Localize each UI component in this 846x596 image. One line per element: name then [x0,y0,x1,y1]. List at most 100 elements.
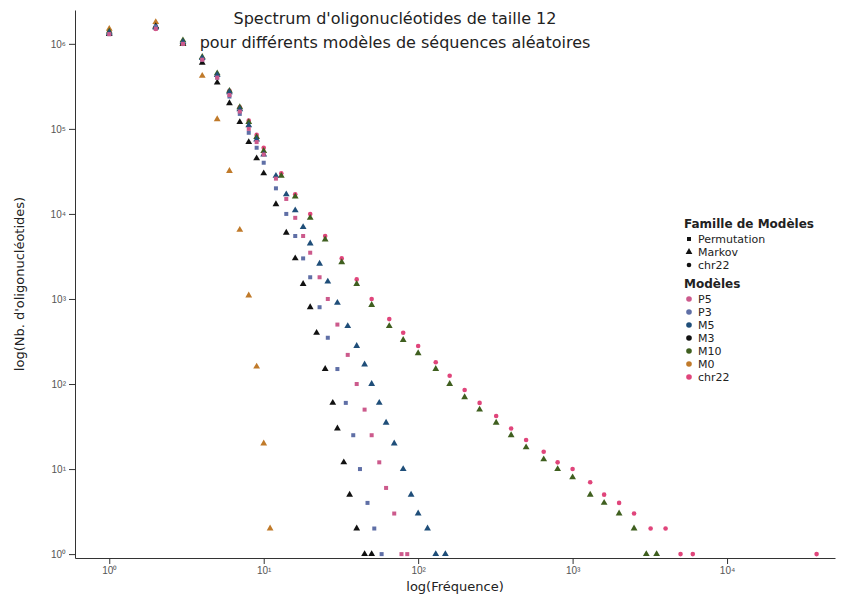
point [461,393,468,399]
axis-line [76,558,836,559]
point [432,365,439,371]
point [307,214,314,220]
tick: 10³ [566,558,581,576]
point [200,58,204,62]
point [384,486,388,490]
point [370,433,374,437]
plot-area [106,18,819,556]
point [387,317,392,322]
legend-label: P5 [698,293,712,306]
tick-mark [69,129,75,130]
point [493,419,500,425]
x-axis-title: log(Fréquence) [406,579,503,594]
legend-label: chr22 [698,259,730,272]
point [477,401,482,406]
point [181,42,185,46]
legend-title: Famille de Modèles [684,217,814,231]
point [368,380,375,386]
legend-label: M5 [698,319,715,332]
series [107,27,819,557]
point [293,234,297,238]
point [274,186,278,190]
point [338,258,345,264]
point [255,140,259,144]
point [344,401,348,405]
tick-mark [264,558,265,564]
legend-marker [686,374,692,380]
point [400,336,407,342]
point [107,32,111,36]
point [215,76,219,80]
point [653,550,660,556]
tick: 10⁰ [102,558,117,576]
legend-marker [686,335,692,341]
point [570,467,575,472]
point [324,278,331,284]
point [335,367,339,371]
legend-marker [686,296,692,302]
point [361,360,368,366]
point [238,110,242,114]
point [408,491,415,497]
point [200,57,205,62]
point [318,305,322,309]
point [236,118,243,124]
legend-label: P3 [698,306,712,319]
point [648,526,653,531]
tick: 10⁰ [51,549,75,560]
point [476,406,483,412]
legend-marker [687,263,692,268]
point [293,216,297,220]
point [247,131,251,135]
point [227,93,231,97]
point [363,408,367,412]
point [368,301,375,307]
tick-label: 10⁶ [51,39,66,50]
point [260,169,267,175]
tick-label: 10¹ [52,464,67,475]
series [106,18,274,530]
tick: 10⁴ [720,558,735,576]
tick-label: 10³ [52,294,67,305]
tick-label: 10² [52,379,67,390]
point [554,465,561,471]
point [372,527,376,531]
point [260,151,267,157]
legend-label: M0 [698,358,715,371]
legend-marker [686,348,692,354]
tick: 10² [411,558,426,576]
legend-title: Modèles [684,277,740,291]
point [587,491,594,497]
point [308,251,312,255]
point [462,388,467,393]
point [361,550,368,556]
point [369,297,374,302]
point [399,552,403,556]
point [307,239,314,245]
point [401,331,406,336]
point [555,460,560,465]
point [245,138,252,144]
chart: 10⁰10¹10²10³10⁴10⁰10¹10²10³10⁴10⁵10⁶Spec… [0,0,846,596]
legend-label: M10 [698,345,722,358]
point [405,552,409,556]
point [415,510,422,516]
point [262,152,266,156]
point [181,42,186,47]
legend-marker [686,248,693,254]
point [617,501,622,506]
legend-marker [686,309,692,315]
tick: 10¹ [52,464,75,475]
point [383,419,390,425]
point [446,380,453,386]
legend-marker [687,237,691,241]
tick-mark [109,558,110,564]
point [154,27,158,31]
point [663,526,668,531]
tick-label: 10⁴ [720,565,735,576]
legend-label: chr22 [698,371,730,384]
tick-mark [69,299,75,300]
tick: 10⁶ [51,39,75,50]
point [588,480,593,485]
legend-marker [686,322,692,328]
